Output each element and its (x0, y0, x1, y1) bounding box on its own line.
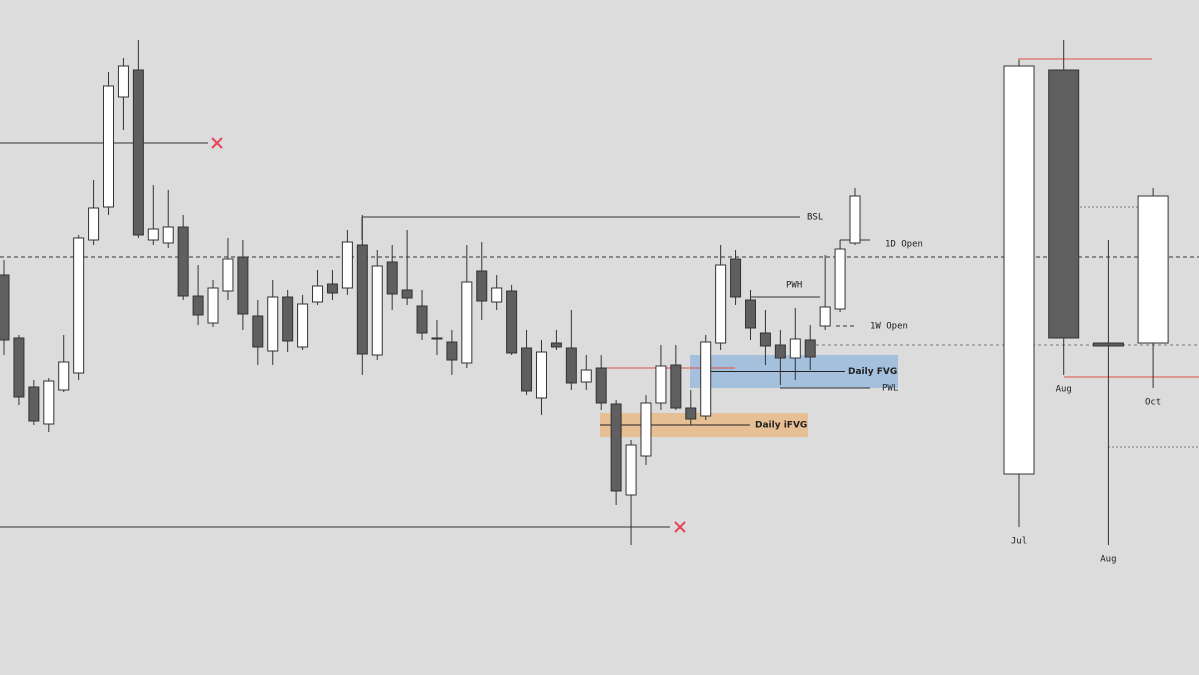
candle-body (312, 285, 324, 303)
candle-body (446, 341, 458, 361)
candle-body (13, 337, 25, 398)
x-label: Jul (1011, 537, 1027, 547)
zone-label: Daily FVG (848, 367, 897, 377)
candle-body (685, 407, 697, 420)
candle-body (297, 303, 309, 348)
candle-body (819, 306, 831, 327)
candle-body (431, 337, 443, 340)
candle-body (595, 367, 607, 404)
candle-body (476, 270, 488, 302)
x-marker (674, 521, 686, 533)
candle-body (162, 226, 174, 244)
candle-body (177, 226, 189, 297)
x-label: Aug (1100, 555, 1116, 565)
candle-body (222, 258, 234, 292)
candle-body (267, 296, 279, 352)
candle-body (640, 402, 652, 457)
candle-body (401, 289, 413, 299)
candle-body (730, 258, 742, 298)
candle-body (491, 287, 503, 303)
candle-body (521, 347, 533, 392)
candle-body (610, 403, 622, 492)
candle-body (73, 237, 85, 374)
candle-body (535, 351, 547, 399)
candle-body (550, 342, 562, 348)
candle-body (356, 244, 368, 355)
candle-body (580, 369, 592, 383)
level-label: PWH (786, 281, 802, 291)
candle-body (759, 332, 771, 347)
candle-body (88, 207, 100, 241)
candle-body (625, 444, 637, 496)
x-label: Aug (1056, 385, 1072, 395)
candle-body (341, 241, 353, 289)
candle-body (192, 295, 204, 316)
candle-body (745, 299, 756, 329)
candle-body (789, 338, 801, 359)
candle-body (386, 261, 398, 295)
candle-body (1137, 195, 1169, 344)
x-label: Oct (1145, 398, 1161, 408)
candle-body (715, 264, 727, 344)
candle-body (28, 386, 40, 422)
level-label: PWL (882, 384, 898, 394)
candle-body (461, 281, 473, 364)
level-label: 1D Open (885, 240, 923, 250)
candle-body (834, 248, 846, 310)
x-marker (211, 137, 223, 149)
candle-body (58, 361, 70, 391)
candle-body (43, 380, 55, 425)
candle-body (416, 305, 428, 334)
candle-body (565, 347, 577, 384)
candle-body (0, 274, 10, 341)
candle-body (282, 296, 294, 342)
candle-body (774, 344, 786, 359)
candle-body (849, 195, 861, 244)
candle-body (1048, 69, 1080, 339)
candle-body (1092, 342, 1124, 347)
candle-body (506, 290, 518, 354)
candle-body (1003, 65, 1035, 475)
candle-body (237, 256, 249, 315)
level-label: BSL (807, 213, 823, 223)
candle-body (132, 69, 144, 236)
candle-body (700, 341, 712, 417)
candle-body (252, 315, 264, 348)
candle-body (147, 228, 159, 241)
candle-body (326, 283, 338, 294)
candle-body (207, 287, 219, 324)
candle-body (103, 85, 115, 208)
candle-body (117, 65, 129, 98)
candle-body (655, 365, 667, 404)
candle-body (804, 339, 816, 358)
candle-body (670, 364, 682, 409)
candle-body (371, 265, 383, 356)
level-label: 1W Open (870, 322, 908, 332)
zone-label: Daily iFVG (755, 421, 807, 431)
